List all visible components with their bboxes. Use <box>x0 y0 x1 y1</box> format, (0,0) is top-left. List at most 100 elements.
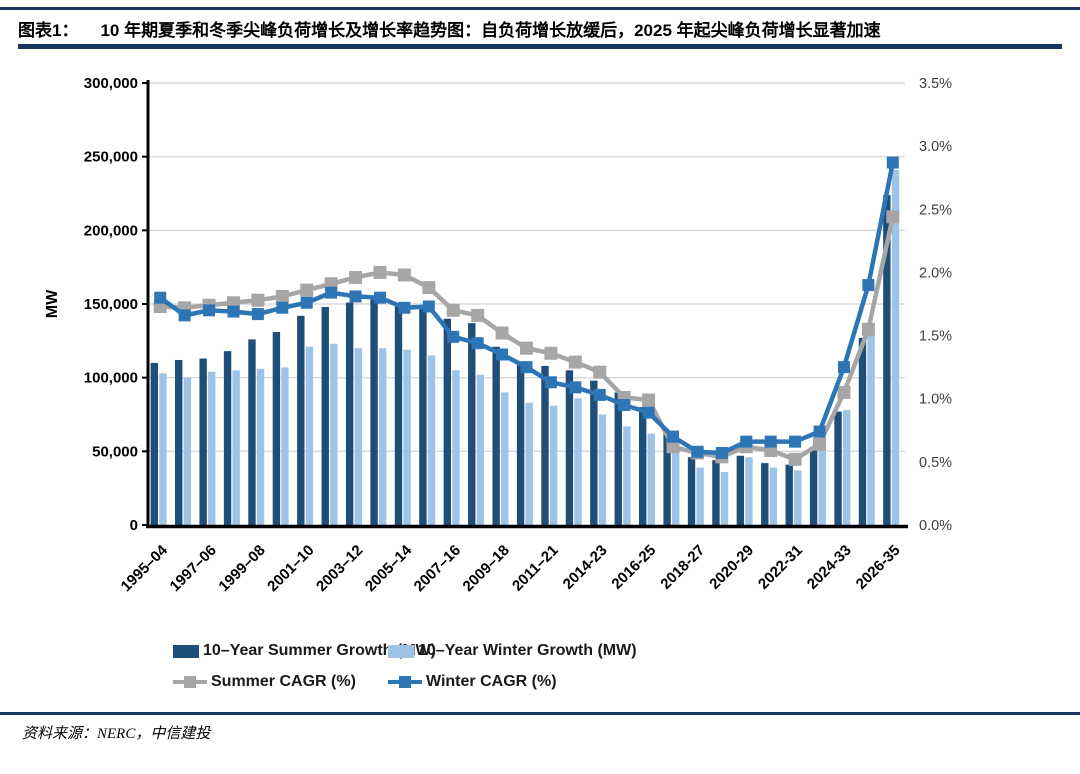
winter-bar <box>330 343 338 525</box>
summer-line-swatch <box>173 675 207 689</box>
summer-cagr-line-marker <box>837 385 851 399</box>
winter-cagr-line-marker <box>813 425 826 438</box>
winter-bar <box>208 371 216 525</box>
winter-bar <box>452 370 460 525</box>
y-axis-tick-label: 100,000 <box>84 370 138 387</box>
x-axis-tick-label: 2016-25 <box>608 542 659 593</box>
winter-bar <box>403 349 411 525</box>
summer-bar <box>565 370 574 525</box>
right-axis-tick-label: 3.5% <box>919 76 952 92</box>
winter-bar <box>696 467 704 525</box>
summer-cagr-line-marker <box>275 289 289 303</box>
winter-bar <box>159 373 167 525</box>
winter-cagr-line-marker <box>203 304 216 317</box>
figure-number-label: 图表1： <box>18 21 79 40</box>
summer-cagr-line-marker <box>520 341 533 355</box>
summer-cagr-line-marker <box>593 365 607 379</box>
summer-cagr-line-marker <box>544 346 558 360</box>
winter-cagr-line-marker <box>154 291 167 304</box>
summer-bar <box>321 306 329 525</box>
winter-cagr-line-marker <box>227 305 240 318</box>
winter-bar <box>720 471 729 525</box>
summer-bar <box>248 339 256 525</box>
title-underline-rule <box>18 44 1062 49</box>
summer-cagr-line-marker <box>446 303 460 317</box>
winter-cagr-line-marker <box>789 435 802 448</box>
summer-bar <box>883 194 891 525</box>
summer-cagr-line-marker <box>886 210 900 224</box>
summer-cagr-line-marker <box>397 268 411 282</box>
winter-cagr-line-marker <box>618 399 631 412</box>
winter-line-swatch <box>388 675 422 689</box>
legend-item-winter-cagr: Winter CAGR (%) <box>388 673 913 691</box>
summer-bar <box>858 337 867 525</box>
x-axis-tick-label: 2026-35 <box>853 542 904 593</box>
winter-bar <box>867 333 875 525</box>
winter-bar <box>623 426 631 525</box>
x-axis-tick-label: 2014-23 <box>560 542 611 593</box>
winter-cagr-line-marker <box>251 308 264 321</box>
combo-chart: 0 50,000 100,000 150,000 200,000 250,000 300,0… <box>0 55 1080 625</box>
summer-bar <box>541 365 549 525</box>
summer-bar <box>638 407 647 525</box>
winter-bar <box>549 405 558 525</box>
summer-bar <box>345 302 354 525</box>
x-axis-tick-label: 2020-29 <box>706 542 757 593</box>
right-axis-tick-label: 1.5% <box>919 329 952 345</box>
winter-bar <box>232 370 240 525</box>
winter-bar <box>501 392 509 525</box>
legend-item-summer-growth: 10–Year Summer Growth (MW) <box>173 642 436 660</box>
top-divider-rule <box>0 7 1080 10</box>
summer-cagr-line-marker <box>666 440 680 454</box>
winter-cagr-line-marker <box>544 376 557 389</box>
right-axis-tick-label: 2.5% <box>919 202 952 218</box>
winter-cagr-line-marker <box>886 156 899 169</box>
x-axis-tick-label: 2007–16 <box>411 542 464 595</box>
winter-bar <box>842 410 851 525</box>
summer-cagr-line-marker <box>422 281 436 295</box>
winter-cagr-line-marker <box>349 290 362 303</box>
summer-bar <box>736 455 745 525</box>
summer-cagr-line-marker <box>471 308 485 322</box>
x-axis-tick-label: 2001–10 <box>264 542 317 595</box>
y-axis-tick-label: 200,000 <box>84 222 138 239</box>
winter-bar <box>427 355 436 525</box>
summer-bar <box>297 315 305 525</box>
legend-label-winter-growth: 10–Year Winter Growth (MW) <box>418 642 637 659</box>
summer-bar <box>175 359 183 525</box>
winter-cagr-line-marker <box>276 301 289 314</box>
summer-cagr-line-marker <box>251 293 265 307</box>
winter-cagr-line-marker <box>862 279 875 292</box>
left-axis-title: MW <box>44 289 61 318</box>
summer-cagr-line-marker <box>642 393 656 407</box>
summer-bar <box>687 457 696 525</box>
y-axis-tick-label: 250,000 <box>84 149 138 166</box>
summer-cagr-line-marker <box>568 355 582 369</box>
y-axis-tick-label: 300,000 <box>84 75 138 92</box>
summer-cagr-line-marker <box>861 322 875 336</box>
winter-cagr-line-marker <box>593 388 606 401</box>
winter-bar <box>305 346 314 525</box>
right-axis-tick-label: 3.0% <box>919 139 952 155</box>
legend-label-summer-growth: 10–Year Summer Growth (MW) <box>203 642 436 659</box>
summer-growth-bars <box>150 194 891 525</box>
winter-bar-swatch <box>388 644 414 658</box>
winter-bar <box>378 348 387 525</box>
summer-bar <box>663 433 671 525</box>
x-axis-tick-label: 1995–04 <box>118 541 172 595</box>
right-axis-tick-label: 1.0% <box>919 392 952 408</box>
legend-label-winter-cagr: Winter CAGR (%) <box>426 673 557 690</box>
winter-cagr-line-marker <box>837 361 850 374</box>
winter-bar <box>183 377 192 525</box>
x-axis-tick-label: 1999–08 <box>215 542 268 595</box>
summer-cagr-line-marker <box>373 265 387 279</box>
chart-canvas: 0 50,000 100,000 150,000 200,000 250,000 300,0… <box>44 75 952 595</box>
winter-bar <box>891 169 900 525</box>
x-axis-tick-label: 2018-27 <box>657 542 708 593</box>
y-axis-tick-label: 150,000 <box>84 296 138 313</box>
x-axis-tick-label: 2005–14 <box>362 541 416 595</box>
winter-cagr-line-marker <box>496 348 509 361</box>
summer-bar <box>834 411 842 525</box>
winter-cagr-line-marker <box>520 361 533 374</box>
